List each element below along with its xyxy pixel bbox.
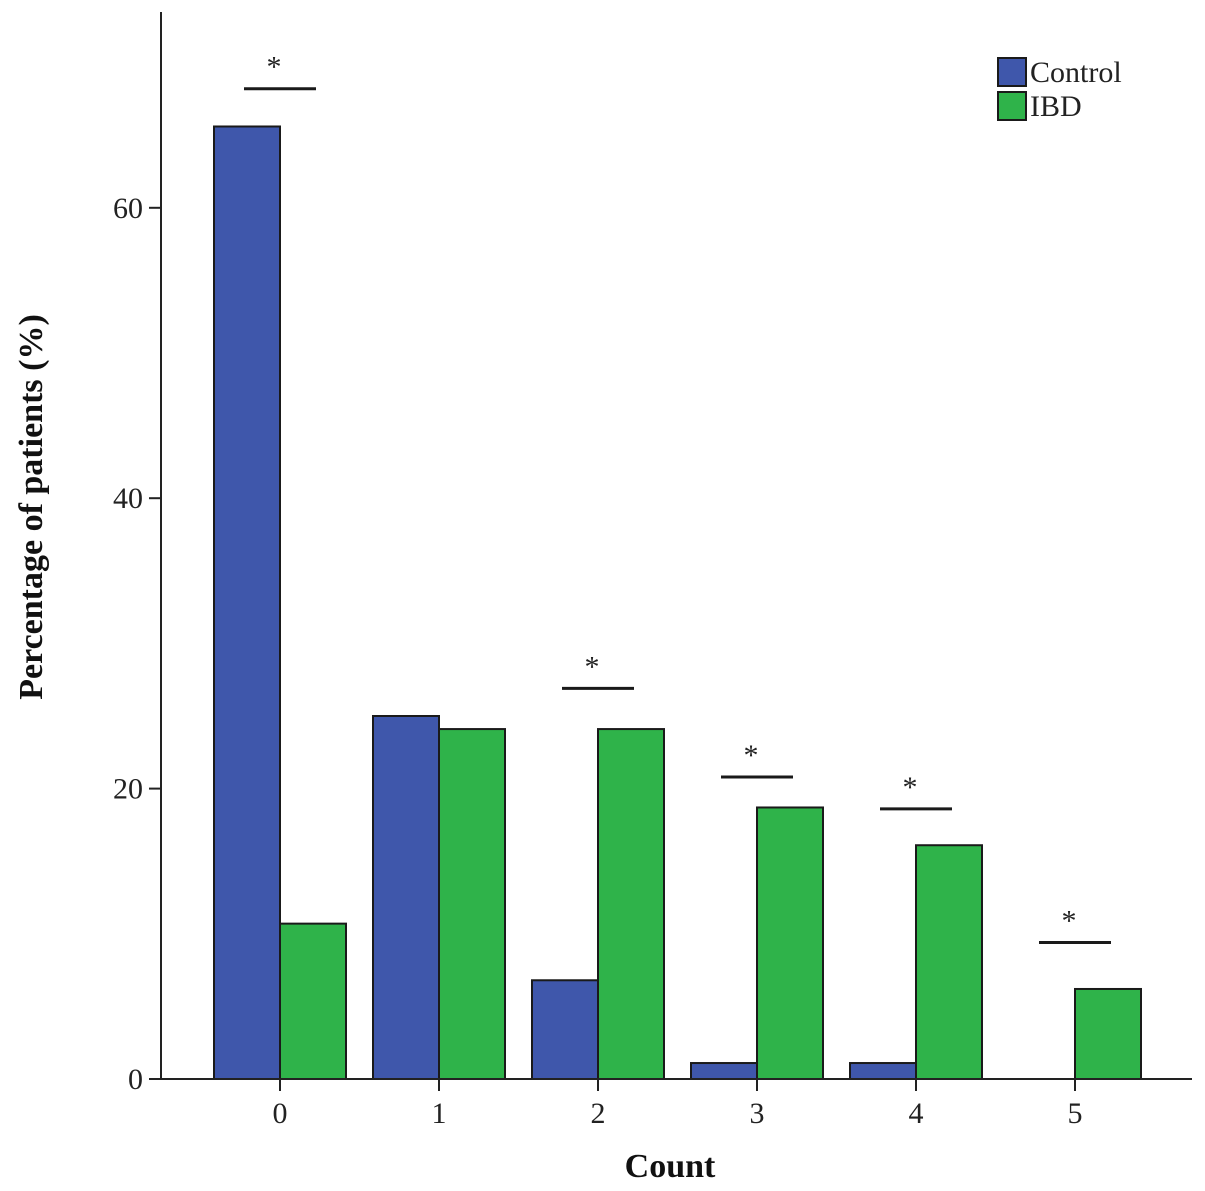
significance-star-3: * [744,739,759,772]
bar-control-4 [849,1062,917,1080]
bar-ibd-0 [279,922,347,1080]
x-tick-label-1: 1 [432,1097,447,1130]
axes-layer: 0 20 40 60 0 1 2 3 4 5 [113,12,1192,1130]
y-tick-label-0: 0 [128,1063,143,1096]
y-axis-title: Percentage of patients (%) [13,314,50,700]
significance-star-0: * [267,51,282,84]
legend-swatch-control [997,57,1027,87]
bar-ibd-3 [756,806,824,1080]
significance-layer: * * * * * [244,51,1111,945]
y-tick-label-60: 60 [113,192,143,225]
x-tick-label-5: 5 [1068,1097,1083,1130]
bar-control-3 [690,1062,758,1080]
bars-layer [213,125,1142,1081]
y-tick-label-20: 20 [113,773,143,806]
bar-control-2 [531,979,599,1080]
bar-control-0 [213,125,281,1081]
x-tick-label-0: 0 [273,1097,288,1130]
x-tick-label-2: 2 [591,1097,606,1130]
bar-ibd-1 [438,728,506,1080]
legend-swatch-ibd [997,91,1027,121]
x-tick-label-4: 4 [909,1097,924,1130]
significance-star-2: * [585,650,600,683]
bar-ibd-4 [915,844,983,1081]
significance-star-5: * [1062,905,1077,938]
legend-label-control: Control [1030,56,1122,89]
bar-ibd-5 [1074,987,1142,1081]
significance-star-4: * [903,771,918,804]
bar-ibd-2 [597,728,665,1080]
x-axis-title: Count [625,1148,716,1185]
legend-label-ibd: IBD [1030,90,1082,123]
x-tick-label-3: 3 [750,1097,765,1130]
bar-control-1 [372,715,440,1080]
y-tick-label-40: 40 [113,482,143,515]
